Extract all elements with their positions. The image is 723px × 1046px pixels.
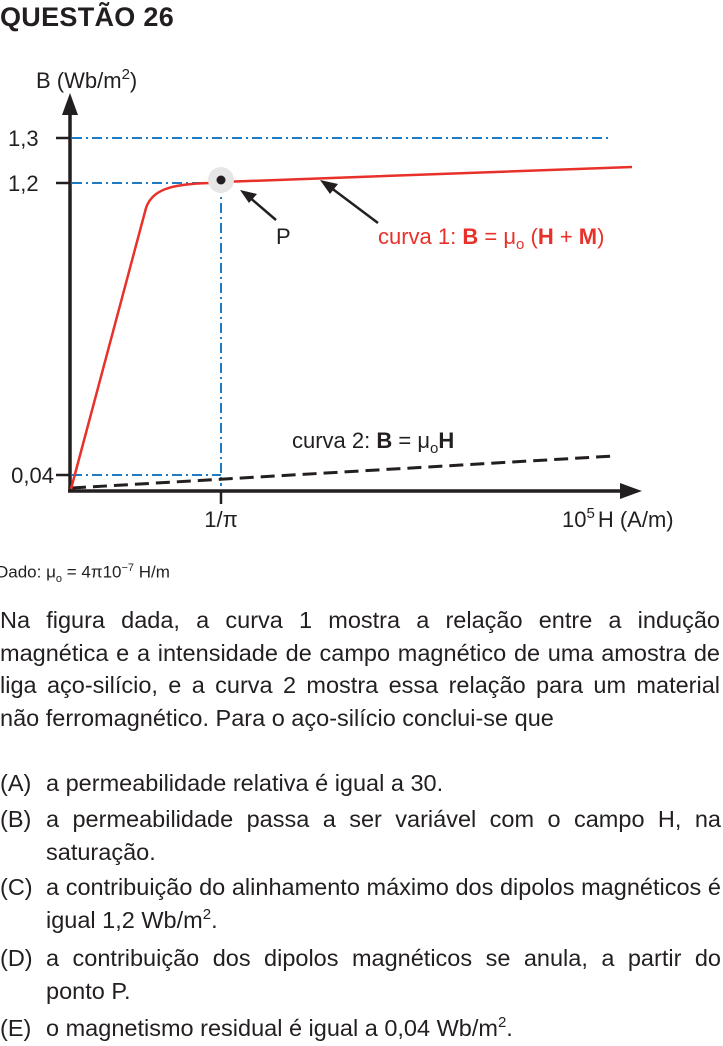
curve-2-line	[71, 454, 615, 490]
y-axis-label: B (Wb/m2)	[36, 66, 137, 93]
point-p-marker	[216, 175, 226, 185]
x-axis-arrow	[620, 483, 642, 499]
question-title: QUESTÃO 26	[0, 2, 175, 32]
curve-1-label: curva 1: B = μo (H + M)	[378, 224, 604, 253]
point-p-label: P	[276, 224, 291, 249]
y-tick-label-1-3: 1,3	[8, 126, 39, 151]
option-letter: (A)	[0, 770, 32, 796]
arrow-to-point-p-head	[240, 190, 257, 203]
option-letter: (C)	[0, 874, 33, 900]
option-text: o magnetismo residual é igual a 0,04 Wb/…	[46, 1014, 513, 1041]
option-text: a contribuição dos dipolos magnéticos se…	[46, 945, 721, 1004]
given-constant: Dado: μo = 4π10−7 H/m	[0, 562, 170, 586]
option-letter: (D)	[0, 945, 33, 971]
x-axis-end-label: 105 H (A/m)	[562, 505, 674, 532]
option-letter: (E)	[0, 1015, 32, 1041]
option-text: a permeabilidade passa a ser variável co…	[46, 806, 721, 865]
y-tick-label-1-2: 1,2	[8, 171, 39, 196]
arrow-to-curve-1	[329, 186, 379, 224]
question-paragraph: Na figura dada, a curva 1 mostra a relaç…	[0, 607, 720, 731]
option-text: a contribuição do alinhamento máximo dos…	[46, 874, 721, 933]
y-axis-arrow	[62, 93, 78, 115]
option-text: a permeabilidade relativa é igual a 30.	[46, 770, 444, 796]
bh-curve-figure: B (Wb/m2) 1,3 1,2 0,04 1/π 105 H (A/m) P …	[8, 66, 674, 532]
arrow-to-point-p	[247, 195, 277, 221]
curve-2-label: curva 2: B = μoH	[292, 428, 454, 457]
arrow-to-curve-1-head	[320, 180, 338, 194]
y-tick-label-0-04: 0,04	[11, 463, 54, 488]
x-tick-label-1-pi: 1/π	[204, 507, 238, 532]
option-letter: (B)	[0, 806, 32, 832]
